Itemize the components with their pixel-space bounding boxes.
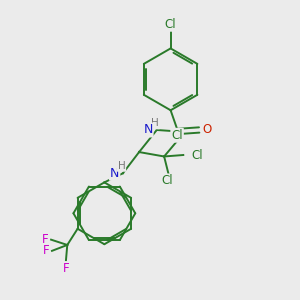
Text: Cl: Cl	[191, 148, 203, 161]
Text: H: H	[118, 161, 125, 171]
Text: F: F	[42, 233, 49, 246]
Text: H: H	[152, 118, 159, 128]
Text: N: N	[110, 167, 119, 180]
Text: O: O	[203, 124, 212, 136]
Text: F: F	[43, 244, 50, 257]
Text: Cl: Cl	[165, 18, 176, 31]
Text: Cl: Cl	[161, 174, 173, 188]
Text: F: F	[62, 262, 69, 275]
Text: N: N	[143, 124, 153, 136]
Text: Cl: Cl	[171, 129, 183, 142]
